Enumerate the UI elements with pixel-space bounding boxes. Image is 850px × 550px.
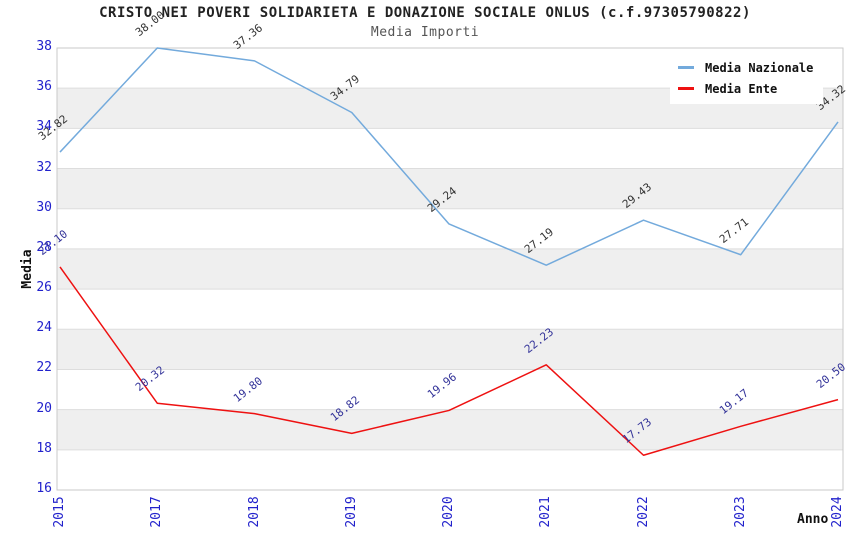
y-tick-label: 34 <box>36 119 52 135</box>
legend-label-media-ente: Media Ente <box>705 81 778 96</box>
x-tick-label: 2020 <box>441 496 456 528</box>
legend-item-media-nazionale: Media Nazionale <box>678 57 813 78</box>
x-tick-label: 2022 <box>635 496 651 528</box>
series-line-media-nazionale <box>59 47 839 266</box>
background-band <box>57 329 843 370</box>
legend-item-media-ente: Media Ente <box>678 78 813 99</box>
x-tick-label: 2015 <box>52 496 67 528</box>
legend-label-media-nazionale: Media Nazionale <box>705 60 814 75</box>
y-tick-label: 26 <box>36 280 52 296</box>
y-tick-label: 32 <box>36 159 52 175</box>
background-band <box>57 409 843 450</box>
y-tick-label: 20 <box>36 400 52 416</box>
chart-title: CRISTO NEI POVERI SOLIDARIETA E DONAZION… <box>99 5 751 21</box>
line-swatch-red-icon <box>678 87 694 90</box>
y-tick-label: 22 <box>36 360 52 376</box>
y-tick-label: 38 <box>36 39 52 54</box>
legend: Media Nazionale Media Ente <box>670 52 824 104</box>
background-band <box>57 168 843 209</box>
y-tick-label: 24 <box>36 320 52 336</box>
y-tick-label: 16 <box>36 481 52 496</box>
chart-subtitle: Media Importi <box>370 25 480 40</box>
y-tick-label: 18 <box>36 440 52 456</box>
y-tick-label: 36 <box>36 79 52 95</box>
x-tick-label: 2017 <box>149 496 165 528</box>
background-band <box>57 248 843 290</box>
x-tick-label: 2024 <box>830 496 845 528</box>
x-tick-label: 2023 <box>732 496 748 528</box>
line-swatch-blue-icon <box>678 66 694 69</box>
x-tick-label: 2019 <box>343 496 359 528</box>
x-tick-label: 2021 <box>538 496 554 528</box>
y-tick-label: 30 <box>36 199 52 215</box>
plot-border <box>56 47 844 491</box>
x-axis-title: Anno <box>797 512 829 527</box>
series-line-media-ente <box>59 266 839 456</box>
y-axis-title: Media <box>20 249 35 289</box>
x-tick-label: 2018 <box>246 496 262 528</box>
y-tick-label: 28 <box>36 239 52 255</box>
